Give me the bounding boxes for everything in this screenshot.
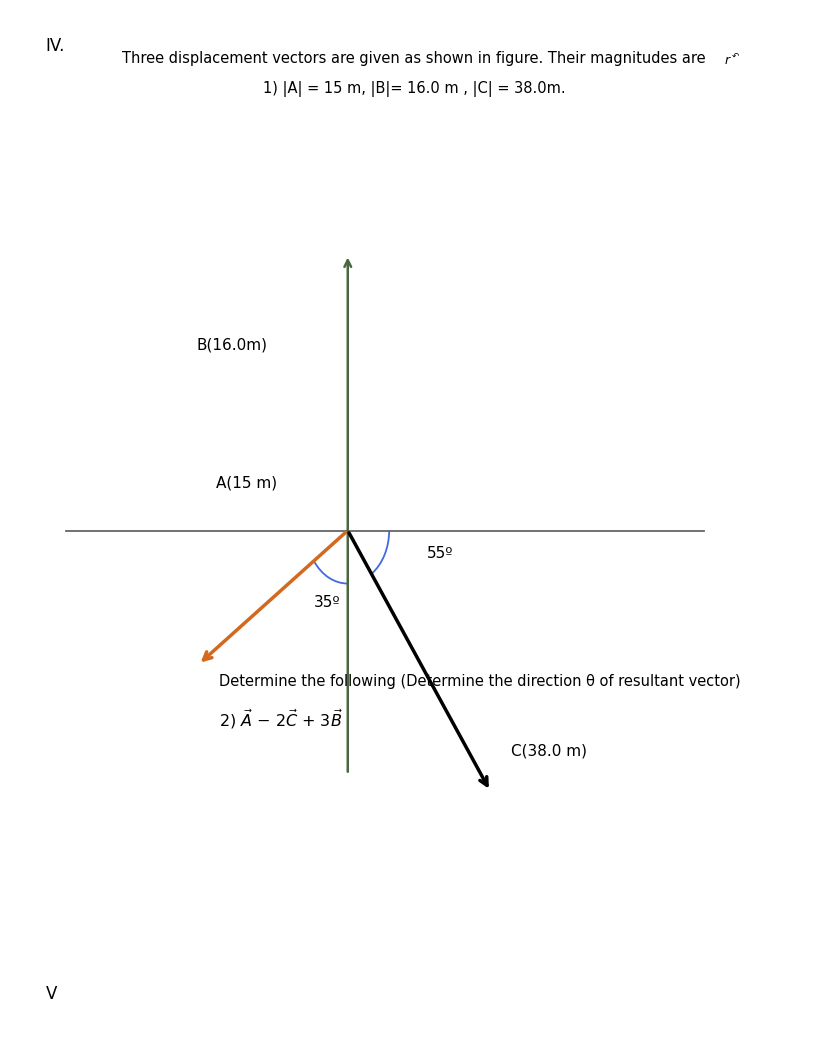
Text: IV.: IV. (45, 37, 65, 55)
Text: 2) $\vec{A}$ $-$ 2$\vec{C}$ $+$ 3$\vec{B}$: 2) $\vec{A}$ $-$ 2$\vec{C}$ $+$ 3$\vec{B… (219, 708, 343, 731)
Text: C(38.0 m): C(38.0 m) (510, 744, 586, 759)
Text: Determine the following (Determine the direction θ of resultant vector): Determine the following (Determine the d… (219, 674, 740, 689)
Text: B(16.0m): B(16.0m) (196, 337, 267, 352)
Text: 55º: 55º (426, 546, 452, 561)
Text: $r^{\curvearrowleft}$: $r^{\curvearrowleft}$ (724, 53, 740, 68)
Text: 35º: 35º (313, 595, 340, 610)
Text: V: V (45, 985, 57, 1003)
Text: 1) |A| = 15 m, |B|= 16.0 m , |C| = 38.0m.: 1) |A| = 15 m, |B|= 16.0 m , |C| = 38.0m… (262, 81, 565, 97)
Text: A(15 m): A(15 m) (216, 475, 277, 490)
Text: Three displacement vectors are given as shown in figure. Their magnitudes are: Three displacement vectors are given as … (122, 51, 705, 66)
